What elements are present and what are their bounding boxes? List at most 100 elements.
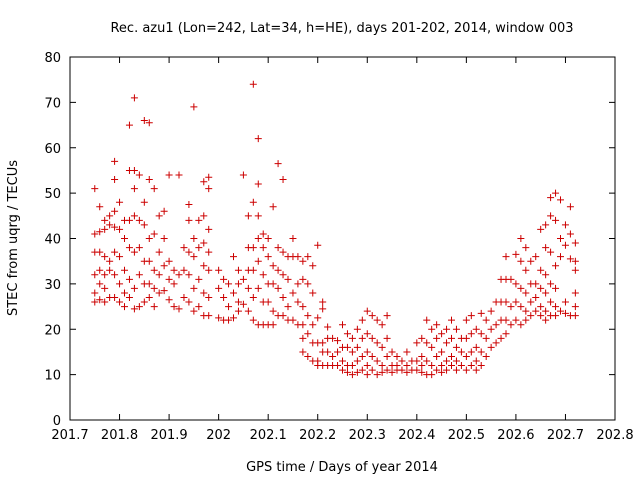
data-point [289,235,297,242]
data-point [180,244,188,252]
chart-title: Rec. azu1 (Lon=242, Lat=34, h=HE), days … [110,21,573,36]
data-point [195,244,203,252]
x-tick-label: 202.1 [250,428,287,443]
data-point [552,189,560,197]
data-point [220,293,228,301]
data-point [507,275,515,283]
data-point [254,180,262,188]
data-point [423,339,431,347]
data-point [294,298,302,306]
data-point [249,244,257,252]
data-point [304,352,312,360]
data-point [353,343,361,351]
data-point [343,368,351,376]
x-tick-label: 202.3 [349,428,386,443]
data-point [244,212,252,220]
data-point [96,203,104,211]
data-point [205,225,213,233]
data-point [343,330,351,338]
data-point [363,330,371,338]
data-point [180,293,188,301]
data-point [522,266,530,274]
data-point [185,298,193,306]
data-point [542,244,550,252]
data-point [190,253,198,261]
data-point [413,357,421,365]
data-point [517,321,525,329]
data-point [552,303,560,311]
data-point [294,253,302,261]
data-point [190,307,198,315]
data-point [264,253,272,261]
data-point [234,298,242,306]
data-point [438,362,446,370]
data-point [334,337,342,345]
data-point [140,198,148,206]
data-point [398,357,406,365]
data-point [140,221,148,229]
data-point [462,366,470,374]
data-point [368,312,376,320]
data-point [225,280,233,288]
data-point [304,312,312,320]
data-point [527,298,535,306]
data-point [339,366,346,374]
data-point [140,298,148,306]
data-point [111,248,119,256]
data-point [433,334,441,342]
data-point [566,203,574,211]
data-point [561,221,569,229]
data-point [462,352,470,360]
data-point [477,362,485,370]
data-point [433,321,441,329]
data-point [170,303,178,311]
data-point [329,352,337,360]
data-point [254,257,262,265]
data-point [542,307,550,315]
data-point [492,321,500,329]
y-tick-label: 60 [44,142,61,157]
data-point [175,305,183,313]
data-point [383,366,391,374]
data-point [477,330,485,338]
data-point [274,160,282,168]
x-tick-label: 202.7 [547,428,584,443]
y-tick-label: 70 [44,96,61,111]
data-point [215,314,223,322]
data-point [512,298,520,306]
data-point [547,298,555,306]
data-point [482,352,490,360]
data-point [215,284,223,292]
data-point [358,366,366,374]
data-point [106,266,114,274]
data-point [150,185,158,193]
data-point [452,343,460,351]
data-point [532,280,540,288]
plot-frame [69,56,616,421]
data-point [106,212,114,220]
y-tick-label: 30 [44,278,61,293]
data-point [329,334,337,342]
data-point [373,371,381,379]
data-point [244,284,252,292]
data-point [304,253,312,261]
data-point [309,289,317,297]
data-point [512,316,520,324]
data-point [299,334,307,342]
data-point [492,339,500,347]
data-point [170,266,178,274]
data-point [542,271,550,279]
data-point [472,366,480,374]
data-point [398,366,406,374]
data-point [145,176,153,184]
data-point [279,248,287,256]
data-point [185,200,193,208]
data-point [413,339,421,347]
data-point [249,316,257,324]
data-point [571,289,579,297]
data-point [502,330,510,338]
data-point [418,334,426,342]
data-point [230,314,237,322]
data-point [254,284,262,292]
